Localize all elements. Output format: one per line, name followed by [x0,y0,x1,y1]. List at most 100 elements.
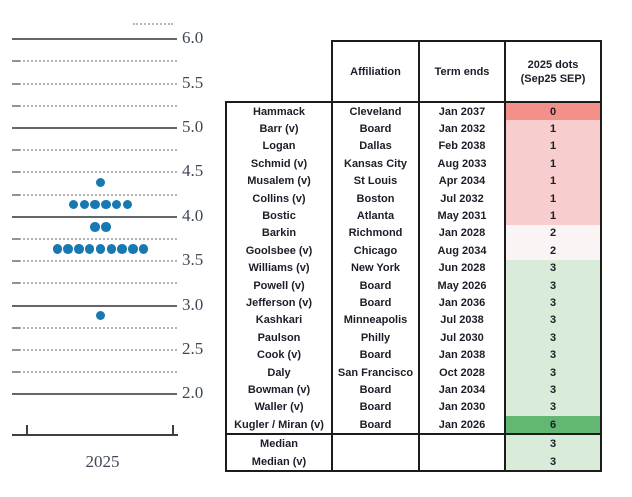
x-axis [12,434,178,436]
term-ends-cell: Jan 2032 [418,120,506,138]
term-ends-cell: Jul 2038 [418,311,506,330]
table-row: Logan Dallas Feb 2038 1 [225,137,602,156]
partial-gridline [133,23,173,25]
affiliation-cell [331,452,420,473]
table-row: Hammack Cleveland Jan 2037 0 [225,100,602,121]
term-ends-cell: Jul 2032 [418,189,506,208]
affiliation-cell: Dallas [331,137,420,156]
gridline [12,60,177,63]
gridline-edge-dash [12,149,20,152]
name-cell: Kashkari [225,311,333,330]
dot [74,244,84,254]
gridline-edge-dash [12,237,20,240]
y-axis-label: 6.0 [182,28,204,48]
gridline-edge-dash [12,260,20,263]
gridline [12,149,177,152]
name-cell: Williams (v) [225,259,333,277]
dot [101,222,111,232]
name-cell: Hammack [225,100,333,121]
affiliation-cell: Board [331,416,420,435]
dot [122,199,133,210]
affiliation-cell: St Louis [331,172,420,190]
affiliation-cell: New York [331,259,420,277]
term-ends-cell: Oct 2028 [418,363,506,382]
term-ends-cell: Jan 2030 [418,398,506,417]
gridline [12,304,177,307]
affiliation-cell: Board [331,346,420,364]
dot [95,310,106,321]
name-cell: Kugler / Miran (v) [225,416,333,435]
name-cell: Barkin [225,224,333,243]
term-ends-cell: Jan 2026 [418,416,506,435]
term-ends-cell: Jun 2028 [418,259,506,277]
name-cell: Barr (v) [225,120,333,138]
y-axis-label: 4.0 [182,205,204,225]
name-cell: Paulson [225,329,333,347]
table-row: Kashkari Minneapolis Jul 2038 3 [225,311,602,330]
y-axis-label: 5.5 [182,72,204,92]
dot [117,244,127,254]
gridline [12,348,177,351]
term-ends-cell: Aug 2034 [418,242,506,260]
header-dots-line1: 2025 dots [527,58,579,71]
term-ends-cell: Jan 2038 [418,346,506,364]
y-axis-label: 4.5 [182,161,204,181]
dot [95,244,106,254]
affiliation-cell [331,433,420,453]
name-cell: Cook (v) [225,346,333,364]
y-axis-label: 3.5 [182,250,204,270]
gridline-edge-dash [12,193,20,196]
table-row: Jefferson (v) Board Jan 2036 3 [225,294,602,312]
name-cell: Bostic [225,207,333,225]
table-row: Goolsbee (v) Chicago Aug 2034 2 [225,242,602,260]
term-ends-cell: Feb 2038 [418,137,506,156]
table-row: Median 3 [225,433,602,453]
y-axis-label: 3.0 [182,294,204,314]
dot [63,244,73,254]
gridline [12,215,177,218]
name-cell: Goolsbee (v) [225,242,333,260]
dot [84,244,95,254]
dot [106,244,117,254]
dots-cell: 3 [504,311,602,330]
term-ends-cell [418,433,506,453]
affiliation-cell: Kansas City [331,155,420,173]
term-ends-cell: Jan 2028 [418,224,506,243]
table-row: Bowman (v) Board Jan 2034 3 [225,381,602,399]
term-ends-cell: May 2026 [418,276,506,295]
dots-cell: 3 [504,276,602,295]
dots-cell: 3 [504,452,602,473]
term-ends-cell: Aug 2033 [418,155,506,173]
name-cell: Median (v) [225,452,333,473]
gridline [12,260,177,263]
header-2025-dots: 2025 dots (Sep25 SEP) [504,40,602,103]
affiliation-cell: San Francisco [331,363,420,382]
dots-cell: 3 [504,363,602,382]
name-cell: Daly [225,363,333,382]
gridline [12,104,177,107]
dots-cell: 0 [504,100,602,121]
gridline [12,237,177,240]
dot [111,199,122,210]
term-ends-cell: Jan 2034 [418,381,506,399]
y-axis-label: 2.0 [182,383,204,403]
x-axis-label: 2025 [85,452,120,471]
table-row: Waller (v) Board Jan 2030 3 [225,398,602,417]
term-ends-cell: Jan 2037 [418,100,506,121]
x-axis-tick [26,425,28,434]
name-cell: Bowman (v) [225,381,333,399]
table-row: Cook (v) Board Jan 2038 3 [225,346,602,364]
header-dots-line2: (Sep25 SEP) [520,72,586,85]
gridline-edge-dash [12,171,20,174]
dots-cell: 2 [504,224,602,243]
gridline [12,371,177,374]
dots-cell: 1 [504,137,602,156]
dots-cell: 3 [504,346,602,364]
y-axis-label: 2.5 [182,338,204,358]
dots-cell: 1 [504,120,602,138]
table-header-row: Affiliation Term ends 2025 dots (Sep25 SE… [226,40,602,103]
dots-cell: 3 [504,329,602,347]
dot [68,199,79,210]
table-row: Powell (v) Board May 2026 3 [225,276,602,295]
